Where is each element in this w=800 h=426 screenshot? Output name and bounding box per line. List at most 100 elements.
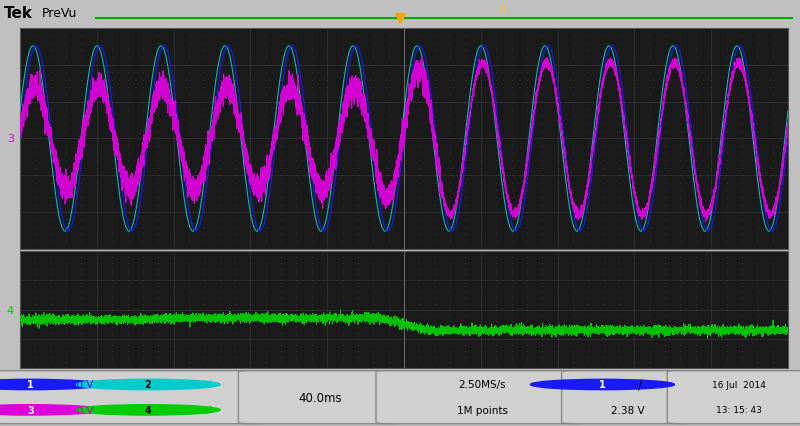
Point bbox=[643, 336, 656, 343]
Point bbox=[505, 301, 518, 308]
Point bbox=[582, 330, 594, 337]
Point bbox=[490, 209, 502, 216]
Point bbox=[336, 114, 349, 121]
Point bbox=[536, 289, 549, 296]
Point bbox=[75, 121, 88, 128]
Point bbox=[244, 209, 257, 216]
Point bbox=[628, 40, 641, 47]
Point bbox=[14, 324, 26, 331]
Point bbox=[367, 295, 380, 302]
Point bbox=[521, 324, 534, 331]
Point bbox=[214, 312, 226, 319]
Point bbox=[751, 150, 764, 157]
Point bbox=[428, 77, 441, 84]
Point bbox=[536, 301, 549, 308]
Point bbox=[367, 342, 380, 348]
Point bbox=[382, 84, 395, 91]
Point bbox=[521, 40, 534, 47]
Point bbox=[751, 165, 764, 172]
Point bbox=[152, 121, 165, 128]
Point bbox=[566, 330, 579, 337]
Point bbox=[367, 324, 380, 331]
Point bbox=[490, 84, 502, 91]
Point bbox=[44, 354, 57, 360]
Point bbox=[382, 265, 395, 272]
Point bbox=[628, 295, 641, 302]
Point bbox=[474, 143, 487, 150]
Point bbox=[735, 187, 748, 194]
Point bbox=[29, 289, 42, 296]
Point bbox=[106, 84, 118, 91]
Point bbox=[490, 224, 502, 230]
Point bbox=[60, 312, 73, 319]
Point bbox=[582, 312, 594, 319]
Point bbox=[474, 239, 487, 245]
Point bbox=[244, 248, 257, 255]
Point bbox=[75, 158, 88, 164]
Point bbox=[582, 246, 594, 253]
Point bbox=[60, 48, 73, 55]
Point bbox=[75, 128, 88, 135]
Point bbox=[29, 324, 42, 331]
Point bbox=[474, 158, 487, 164]
Point bbox=[259, 55, 272, 62]
Point bbox=[167, 165, 180, 172]
Point bbox=[751, 324, 764, 331]
Point bbox=[14, 48, 26, 55]
Point bbox=[75, 69, 88, 76]
Point bbox=[428, 354, 441, 360]
Point bbox=[444, 99, 457, 106]
Point bbox=[658, 187, 671, 194]
Point bbox=[474, 33, 487, 40]
Point bbox=[90, 84, 103, 91]
Point bbox=[321, 165, 334, 172]
Point bbox=[121, 209, 134, 216]
Point bbox=[674, 312, 687, 319]
Point bbox=[735, 55, 748, 62]
Point bbox=[490, 231, 502, 238]
Point bbox=[198, 121, 210, 128]
Point bbox=[398, 216, 410, 223]
Point bbox=[137, 194, 150, 201]
Point bbox=[44, 239, 57, 245]
Point bbox=[351, 265, 364, 272]
Point bbox=[152, 265, 165, 272]
Point bbox=[90, 106, 103, 113]
Point bbox=[274, 277, 287, 284]
Point bbox=[690, 106, 702, 113]
Point bbox=[720, 106, 733, 113]
Point bbox=[259, 106, 272, 113]
Point bbox=[413, 301, 426, 308]
Point bbox=[398, 135, 410, 142]
Point bbox=[521, 114, 534, 121]
Point bbox=[444, 165, 457, 172]
Point bbox=[521, 336, 534, 343]
Point bbox=[643, 194, 656, 201]
Point bbox=[551, 180, 564, 187]
Point bbox=[613, 55, 626, 62]
Point bbox=[413, 348, 426, 354]
Point bbox=[351, 209, 364, 216]
Point bbox=[459, 69, 472, 76]
FancyBboxPatch shape bbox=[667, 371, 800, 424]
Point bbox=[106, 307, 118, 314]
Point bbox=[674, 359, 687, 366]
Point bbox=[766, 265, 779, 272]
Point bbox=[598, 150, 610, 157]
Point bbox=[244, 246, 257, 253]
Point bbox=[274, 295, 287, 302]
Point bbox=[167, 216, 180, 223]
Point bbox=[735, 99, 748, 106]
FancyBboxPatch shape bbox=[0, 371, 264, 424]
Point bbox=[690, 62, 702, 69]
Text: 1.00 V: 1.00 V bbox=[60, 380, 94, 390]
Point bbox=[428, 106, 441, 113]
Point bbox=[229, 271, 242, 278]
Point bbox=[536, 324, 549, 331]
Point bbox=[367, 55, 380, 62]
Point bbox=[705, 55, 718, 62]
Point bbox=[214, 265, 226, 272]
Point bbox=[751, 289, 764, 296]
Point bbox=[598, 318, 610, 325]
Point bbox=[367, 158, 380, 164]
